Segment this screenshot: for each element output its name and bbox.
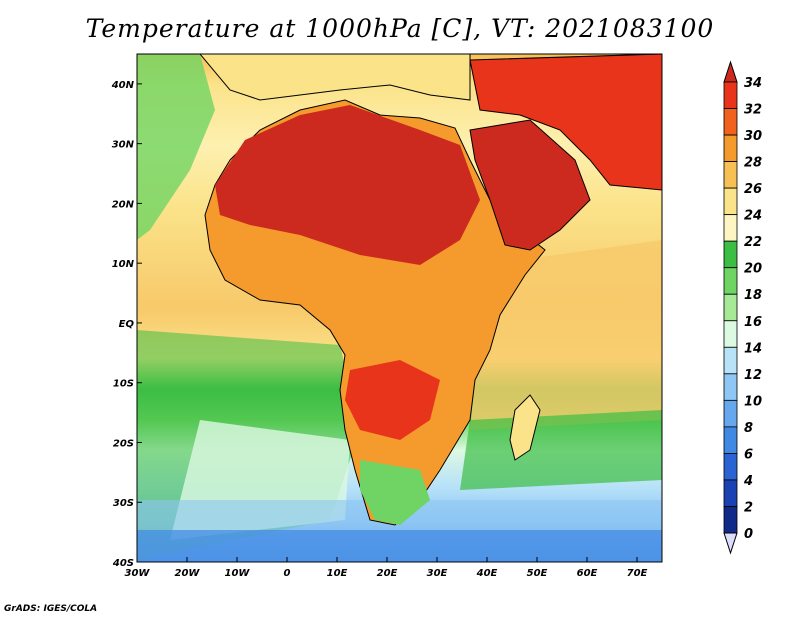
arabia-landmass — [469, 119, 591, 251]
colorbar-segment — [723, 187, 738, 216]
colorbar-segment — [723, 479, 738, 507]
colorbar-label: 32 — [744, 103, 762, 118]
colorbar-label: 14 — [744, 341, 762, 356]
colorbar-label: 34 — [744, 76, 762, 91]
colorbar-segment — [723, 453, 738, 481]
lat-tick-label: 40S — [112, 558, 134, 569]
colorbar-label: 30 — [744, 129, 762, 144]
lat-tick-label: 40N — [111, 80, 135, 91]
colorbar-label: 24 — [744, 209, 762, 224]
colorbar-segment — [723, 240, 738, 269]
lon-tick-label: 50E — [527, 568, 548, 579]
colorbar-label: 26 — [744, 182, 762, 197]
colorbar-label: 8 — [744, 421, 753, 436]
colorbar-segment — [723, 506, 738, 534]
colorbar-segment — [723, 214, 738, 242]
colorbar-label: 6 — [744, 447, 753, 462]
lon-tick-label: 20W — [175, 568, 201, 579]
colorbar-segment — [723, 320, 738, 348]
colorbar-segment — [723, 293, 738, 322]
colorbar-segment — [723, 399, 738, 428]
longitude-axis: 30W 20W 10W 0 10E 20E 30E 40E 50E 60E 70E — [125, 557, 648, 579]
lon-tick-label: 40E — [476, 568, 498, 579]
colorbar-segment — [723, 426, 738, 454]
madagascar-island — [509, 394, 541, 461]
colorbar-label: 16 — [744, 315, 762, 330]
colorbar-label: 12 — [744, 368, 762, 383]
southern-ocean-cold-zone — [137, 530, 662, 562]
colorbar-segment — [723, 134, 738, 162]
lon-tick-label: 10E — [327, 568, 348, 579]
colorbar-label: 22 — [744, 235, 762, 250]
atlantic-cool-zone — [137, 54, 215, 240]
colorbar-segment — [723, 373, 738, 401]
indian-ocean-zone — [470, 240, 662, 430]
map-plot-area — [137, 54, 662, 562]
colorbar-segment — [723, 161, 738, 189]
colorbar-label: 2 — [744, 500, 753, 515]
colorbar-label: 28 — [744, 156, 762, 171]
map-frame — [136, 53, 663, 563]
lat-tick-label: 10S — [113, 379, 134, 390]
lat-tick-label: 20N — [112, 199, 135, 210]
europe-landmass — [199, 54, 471, 101]
latitude-axis: 40N 30N 20N 10N EQ 10S 20S 30S 40S — [111, 80, 142, 569]
colorbar-label: 18 — [744, 288, 762, 303]
colorbar-label: 0 — [744, 527, 753, 542]
south-africa-cool-zone — [360, 460, 430, 525]
lon-tick-label: 30W — [125, 568, 151, 579]
indian-ocean-green-zone — [460, 410, 662, 490]
lon-tick-label: 70E — [627, 568, 648, 579]
sahara-hot-zone — [215, 105, 480, 265]
asia-landmass — [469, 54, 662, 191]
lat-tick-label: EQ — [119, 319, 135, 330]
lon-tick-label: 0 — [284, 568, 291, 579]
colorbar-segment — [723, 267, 738, 295]
colorbar-segment — [723, 108, 738, 136]
southern-africa-hot-zone — [345, 360, 440, 440]
lat-tick-label: 30N — [112, 140, 135, 151]
colorbar-label: 20 — [744, 262, 762, 277]
colorbar-bottom-arrow — [723, 532, 738, 555]
colorbar-segment — [723, 81, 738, 109]
lon-tick-label: 10W — [225, 568, 251, 579]
colorbar-top-arrow — [723, 60, 738, 83]
colorbar-label: 4 — [743, 474, 753, 489]
lon-tick-label: 20E — [377, 568, 398, 579]
lon-tick-label: 30E — [427, 568, 448, 579]
lat-tick-label: 10N — [112, 259, 135, 270]
lat-tick-label: 30S — [113, 498, 134, 509]
grads-credit: GrADS: IGES/COLA — [4, 604, 98, 614]
colorbar-segment — [723, 346, 738, 375]
lon-tick-label: 60E — [577, 568, 598, 579]
map-title: Temperature at 1000hPa [C], VT: 20210831… — [85, 14, 715, 43]
lat-tick-label: 20S — [113, 438, 134, 449]
colorbar-label: 10 — [744, 394, 762, 409]
